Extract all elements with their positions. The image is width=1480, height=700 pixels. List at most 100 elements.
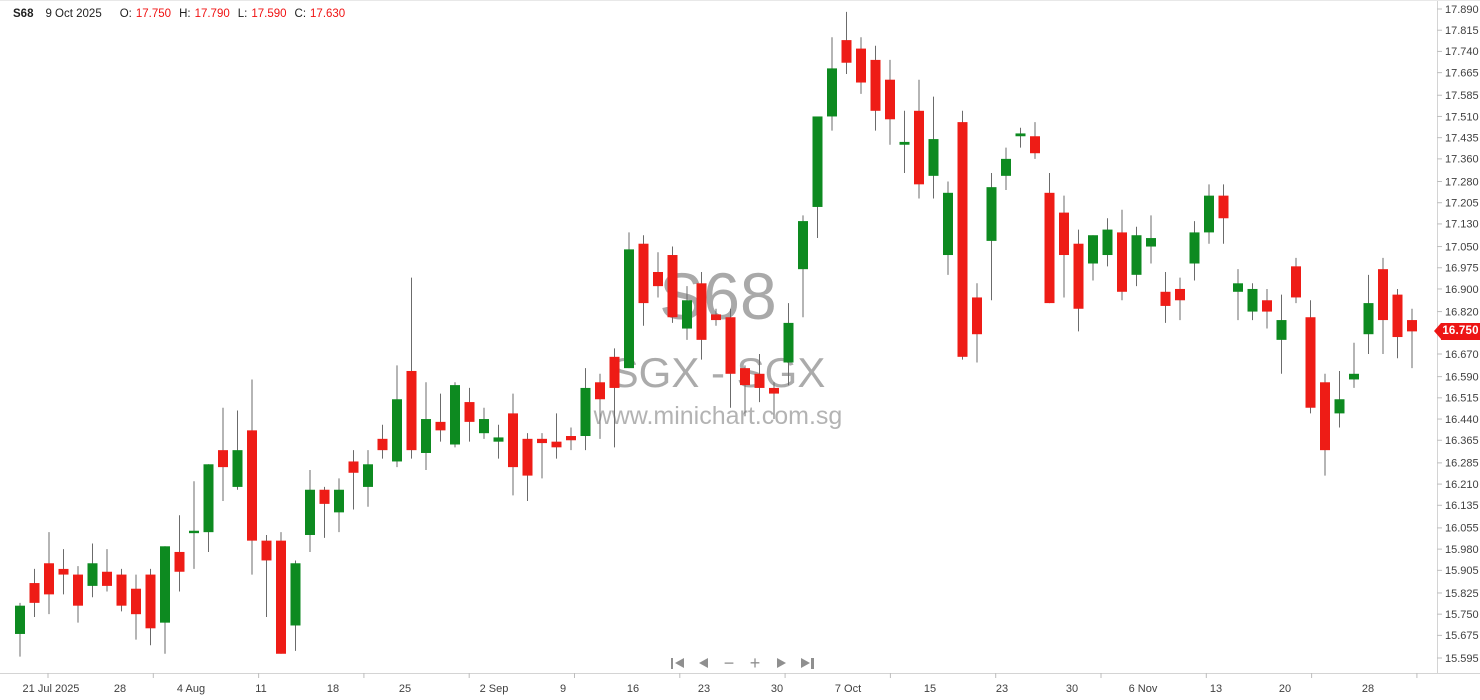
candle[interactable] bbox=[783, 303, 794, 386]
candle[interactable] bbox=[102, 549, 112, 592]
candle[interactable] bbox=[899, 110, 910, 174]
candle[interactable] bbox=[174, 515, 185, 592]
candle[interactable] bbox=[508, 393, 518, 496]
nav-zoom-in-button[interactable]: + bbox=[748, 654, 763, 672]
candle[interactable] bbox=[1073, 229, 1084, 332]
candle[interactable] bbox=[1392, 288, 1403, 359]
candle[interactable] bbox=[450, 382, 460, 448]
candle[interactable] bbox=[667, 246, 678, 323]
candle[interactable] bbox=[131, 574, 141, 640]
nav-skip-end-button[interactable] bbox=[800, 654, 815, 672]
candle[interactable] bbox=[1059, 195, 1069, 298]
candle[interactable] bbox=[856, 37, 866, 94]
candle[interactable] bbox=[1088, 235, 1098, 281]
candle[interactable] bbox=[595, 373, 605, 439]
candle[interactable] bbox=[914, 79, 924, 199]
candle[interactable] bbox=[218, 407, 228, 502]
candle[interactable] bbox=[885, 59, 895, 145]
candle[interactable] bbox=[1102, 218, 1113, 267]
candle[interactable] bbox=[725, 308, 736, 408]
candle[interactable] bbox=[798, 215, 808, 318]
candle[interactable] bbox=[1001, 147, 1011, 190]
candle[interactable] bbox=[1349, 342, 1359, 388]
candle[interactable] bbox=[870, 45, 881, 131]
candle[interactable] bbox=[189, 481, 199, 569]
candle[interactable] bbox=[580, 368, 591, 451]
candle[interactable] bbox=[1276, 294, 1287, 374]
candle[interactable] bbox=[1320, 373, 1330, 476]
candle[interactable] bbox=[1015, 127, 1026, 148]
candle[interactable] bbox=[276, 532, 286, 654]
candle[interactable] bbox=[247, 379, 257, 575]
candle[interactable] bbox=[1233, 269, 1243, 321]
candle[interactable] bbox=[145, 568, 156, 646]
candle[interactable] bbox=[1030, 122, 1040, 159]
candle[interactable] bbox=[1334, 370, 1345, 428]
candle[interactable] bbox=[812, 116, 823, 239]
candle[interactable] bbox=[464, 387, 475, 442]
candle[interactable] bbox=[319, 486, 330, 538]
nav-skip-start-button[interactable] bbox=[670, 654, 685, 672]
candle[interactable] bbox=[986, 173, 997, 301]
candle[interactable] bbox=[957, 110, 968, 360]
candle[interactable] bbox=[682, 286, 692, 340]
candle[interactable] bbox=[116, 568, 127, 612]
candle[interactable] bbox=[348, 450, 359, 510]
candle[interactable] bbox=[1247, 283, 1258, 321]
candle[interactable] bbox=[711, 308, 721, 326]
candle[interactable] bbox=[754, 354, 765, 403]
candle[interactable] bbox=[87, 543, 98, 598]
candle[interactable] bbox=[827, 37, 837, 131]
candle[interactable] bbox=[624, 232, 634, 369]
candle[interactable] bbox=[1262, 288, 1272, 329]
candle[interactable] bbox=[769, 382, 779, 420]
candle[interactable] bbox=[1189, 221, 1200, 281]
candle[interactable] bbox=[943, 181, 953, 275]
candle[interactable] bbox=[1175, 277, 1185, 321]
candle[interactable] bbox=[696, 271, 707, 360]
candle[interactable] bbox=[551, 413, 562, 459]
nav-step-backward-button[interactable] bbox=[696, 654, 711, 672]
candle[interactable] bbox=[1378, 257, 1388, 355]
candle[interactable] bbox=[1204, 184, 1214, 244]
nav-zoom-out-button[interactable]: − bbox=[722, 654, 737, 672]
candle[interactable] bbox=[841, 11, 852, 75]
candle[interactable] bbox=[493, 424, 504, 459]
nav-step-forward-button[interactable] bbox=[774, 654, 789, 672]
candle[interactable] bbox=[58, 549, 69, 595]
candle[interactable] bbox=[1363, 274, 1374, 355]
candle[interactable] bbox=[363, 450, 373, 507]
candle[interactable] bbox=[537, 433, 547, 479]
candle[interactable] bbox=[1305, 300, 1316, 414]
candle[interactable] bbox=[479, 407, 489, 439]
candle[interactable] bbox=[566, 427, 576, 451]
candle[interactable] bbox=[1160, 271, 1171, 323]
candle[interactable] bbox=[73, 566, 83, 623]
candle[interactable] bbox=[392, 365, 402, 468]
candle[interactable] bbox=[261, 534, 272, 617]
candle[interactable] bbox=[44, 532, 54, 615]
candle[interactable] bbox=[1146, 215, 1156, 264]
candle[interactable] bbox=[232, 410, 243, 490]
candle[interactable] bbox=[15, 602, 25, 657]
candle[interactable] bbox=[203, 464, 214, 552]
candle[interactable] bbox=[638, 235, 649, 326]
candle[interactable] bbox=[1218, 184, 1229, 244]
candle[interactable] bbox=[377, 424, 388, 459]
candle[interactable] bbox=[609, 348, 620, 448]
candle[interactable] bbox=[290, 560, 301, 651]
candle[interactable] bbox=[1407, 308, 1417, 369]
candle[interactable] bbox=[406, 277, 417, 459]
candle[interactable] bbox=[305, 469, 315, 552]
candle[interactable] bbox=[972, 283, 982, 363]
candle[interactable] bbox=[435, 393, 446, 442]
candle[interactable] bbox=[1044, 173, 1055, 304]
candle[interactable] bbox=[334, 478, 344, 533]
candle[interactable] bbox=[1291, 257, 1301, 304]
candle[interactable] bbox=[522, 433, 533, 502]
candle[interactable] bbox=[928, 96, 939, 199]
candle[interactable] bbox=[421, 382, 431, 470]
candle[interactable] bbox=[160, 546, 170, 654]
candle[interactable] bbox=[1117, 209, 1127, 301]
